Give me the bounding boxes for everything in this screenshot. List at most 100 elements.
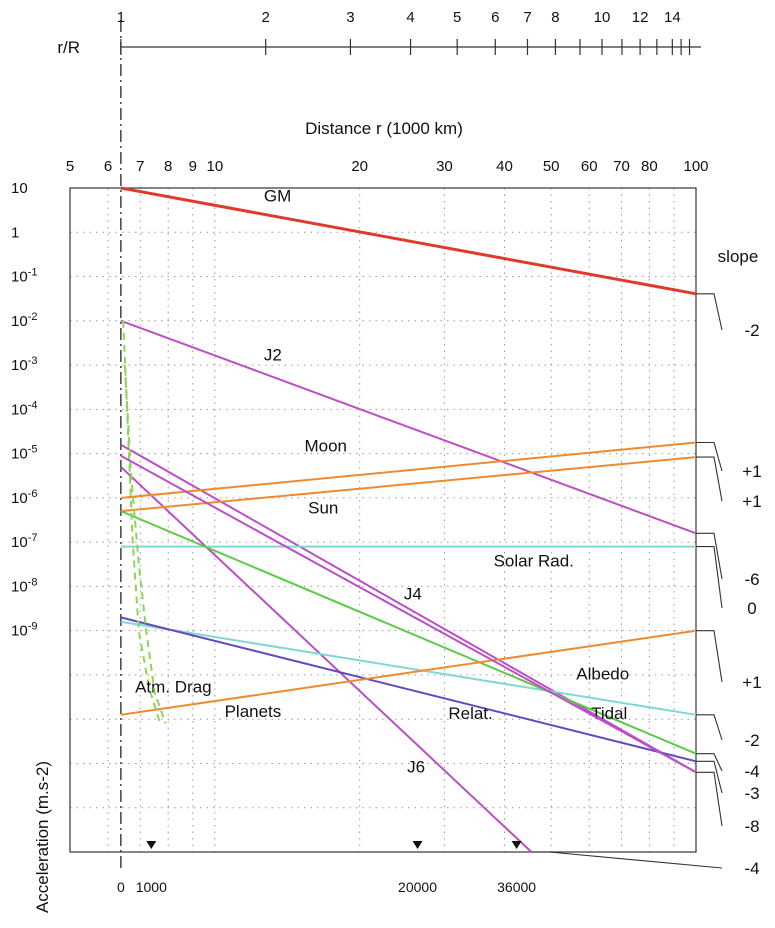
slope-label: -3 [744, 784, 759, 803]
series-line-gm [120, 186, 697, 296]
y-tick-label: 10-4 [11, 399, 37, 418]
series-line-planets [120, 616, 697, 763]
top-tick-label: 10 [594, 9, 611, 26]
y-tick-label: 10 [11, 180, 28, 197]
slope-header: slope [718, 247, 759, 266]
slope-leader [696, 293, 723, 331]
slope-leader [696, 546, 723, 609]
altitude-tick-label: 0 [117, 879, 125, 895]
slope-label: -8 [744, 817, 759, 836]
x-tick-label: 80 [641, 158, 658, 175]
slope-leader [696, 771, 723, 827]
x-axis: 5 6 7 8 9 10 20 30 40 50 60 70 80 100 [66, 158, 709, 175]
x-tick-label: 20 [351, 158, 368, 175]
y-tick-label: 10-3 [11, 355, 37, 374]
altitude-marker [511, 841, 522, 849]
series-label: Sun [308, 498, 338, 517]
series-line-tidal [120, 629, 697, 716]
slope-label: -4 [744, 859, 759, 878]
y-tick-label: 10-6 [11, 488, 37, 507]
x-tick-label: 5 [66, 158, 74, 175]
x-tick-label: 6 [104, 158, 112, 175]
slope-label: +1 [742, 462, 761, 481]
slope-label: +1 [742, 492, 761, 511]
slope-leader [696, 630, 723, 683]
slope-label: 0 [747, 599, 756, 618]
series-label: Relat. [448, 704, 492, 723]
slope-label: -4 [744, 762, 759, 781]
series-line-atm-drag [122, 320, 162, 724]
series-label: Tidal [591, 704, 627, 723]
slope-label: -2 [744, 321, 759, 340]
top-axis: 1 2 3 4 5 6 7 8 10 12 14 [117, 9, 701, 55]
top-tick-label: 14 [664, 9, 681, 26]
series-line-moon [120, 441, 697, 499]
altitude-tick-label: 1000 [136, 879, 167, 895]
x-tick-label: 9 [189, 158, 197, 175]
top-tick-label: 8 [551, 9, 559, 26]
altitude-marker [412, 841, 423, 849]
series-label: Planets [225, 702, 282, 721]
top-axis-label: r/R [57, 38, 80, 57]
x-tick-label: 7 [136, 158, 144, 175]
y-tick-label: 10-9 [11, 621, 37, 640]
altitude-axis: 0 1000 20000 36000 [117, 841, 536, 895]
x-tick-label: 100 [683, 158, 708, 175]
slope-leader [696, 760, 723, 794]
altitude-tick-label: 36000 [497, 879, 536, 895]
slope-column: -2 +1 +1 -6 0 +1 -2 -4 -3 -8 -4 [531, 293, 762, 878]
series-line-sun [120, 510, 697, 755]
grid-layer [69, 20, 697, 870]
series-label: J2 [264, 346, 282, 365]
plot-frame [69, 187, 697, 853]
y-axis-title: Acceleration (m.s-2) [33, 761, 52, 913]
slope-leader [696, 532, 723, 580]
top-tick-label: 7 [523, 9, 531, 26]
top-tick-label: 5 [453, 9, 461, 26]
series-label: Atm. Drag [135, 678, 212, 697]
series-line-j6 [120, 466, 533, 853]
altitude-marker [146, 841, 157, 849]
slope-label: -2 [744, 731, 759, 750]
x-tick-label: 60 [581, 158, 598, 175]
series-label: GM [264, 186, 291, 205]
slope-label: +1 [742, 673, 761, 692]
slope-leader [696, 753, 723, 772]
series-label: J6 [407, 757, 425, 776]
y-tick-label: 10-5 [11, 444, 37, 463]
x-tick-label: 8 [164, 158, 172, 175]
series-label: J4 [404, 585, 422, 604]
y-axis: 10 1 10-1 10-2 10-3 10-4 10-5 10-6 10-7 10-8 10-9 [11, 180, 37, 640]
y-tick-label: 10-8 [11, 576, 37, 595]
x-tick-label: 30 [436, 158, 453, 175]
y-tick-label: 10-1 [11, 267, 37, 286]
top-tick-label: 1 [117, 9, 125, 26]
series-line-albedo [120, 620, 697, 716]
top-tick-label: 6 [491, 9, 499, 26]
series-label: Albedo [576, 664, 629, 683]
series-layer: GM J2 J4 J6 Moon Sun Solar Rad. Albedo Planets Ti… [120, 186, 697, 853]
series-line-atm-drag [123, 365, 167, 724]
x-tick-label: 50 [543, 158, 560, 175]
top-tick-label: 4 [406, 9, 414, 26]
x-axis-title: Distance r (1000 km) [305, 119, 463, 138]
series-line-relat- [120, 454, 697, 774]
slope-leader [696, 441, 723, 472]
altitude-tick-label: 20000 [398, 879, 437, 895]
y-tick-label: 1 [11, 224, 19, 241]
y-tick-label: 10-2 [11, 311, 37, 330]
top-tick-label: 2 [262, 9, 270, 26]
slope-label: -6 [744, 570, 759, 589]
series-line-j2 [120, 319, 697, 535]
series-label: Moon [304, 436, 347, 455]
x-tick-label: 40 [496, 158, 513, 175]
slope-leader [696, 714, 723, 741]
x-tick-label: 10 [206, 158, 223, 175]
slope-leader [696, 456, 723, 502]
series-line-sun [120, 456, 697, 513]
x-tick-label: 70 [613, 158, 630, 175]
top-tick-label: 12 [632, 9, 649, 26]
y-tick-label: 10-7 [11, 532, 37, 551]
slope-leader [531, 851, 723, 869]
